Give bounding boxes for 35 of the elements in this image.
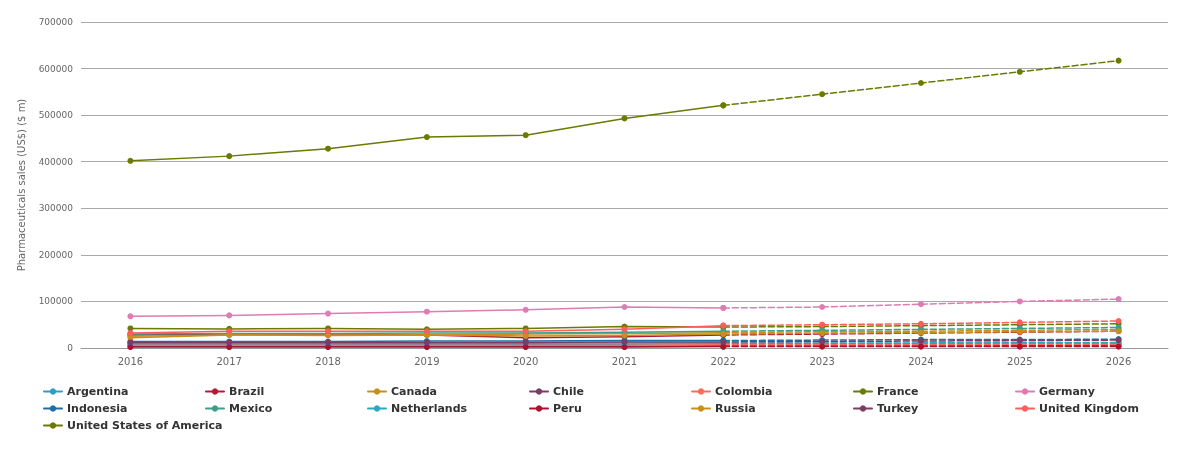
y-tick-label: 600000 [38,63,74,74]
legend-label: France [877,385,919,398]
y-tick-label: 0 [67,343,74,353]
legend-label: Germany [1039,385,1095,398]
legend-label: Peru [553,402,582,415]
x-tick-label: 2022 [710,355,737,367]
y-tick-label: 100000 [38,296,74,307]
legend-label: Chile [553,385,584,398]
x-tick-label: 2016 [117,355,144,367]
legend-label: United Kingdom [1039,402,1139,415]
legend-label: Turkey [877,402,919,415]
legend-label: Brazil [229,385,265,398]
legend-label: Argentina [67,385,129,398]
legend-label: Colombia [715,385,773,398]
x-tick-label: 2021 [611,355,638,367]
y-tick-label: 400000 [38,156,74,167]
x-tick-label: 2018 [315,355,341,367]
legend-label: Netherlands [391,402,468,415]
legend-label: United States of America [67,419,223,432]
legend-label: Canada [391,385,438,398]
x-tick-label: 2024 [908,355,934,367]
y-tick-label: 200000 [38,249,74,260]
y-tick-label: 300000 [38,203,74,214]
x-tick-label: 2026 [1105,355,1132,367]
y-tick-label: 500000 [38,110,74,121]
x-tick-label: 2025 [1007,355,1033,367]
x-tick-label: 2020 [512,355,539,367]
y-tick-label: 700000 [38,17,74,27]
legend-label: Mexico [229,402,273,415]
legend-label: Indonesia [67,402,128,415]
legend-label: Russia [715,402,756,415]
x-tick-label: 2019 [414,355,440,367]
x-tick-label: 2023 [809,355,835,367]
y-axis-title: Pharmaceuticals sales (US$) ($ m) [15,98,27,272]
x-tick-label: 2017 [216,355,242,367]
